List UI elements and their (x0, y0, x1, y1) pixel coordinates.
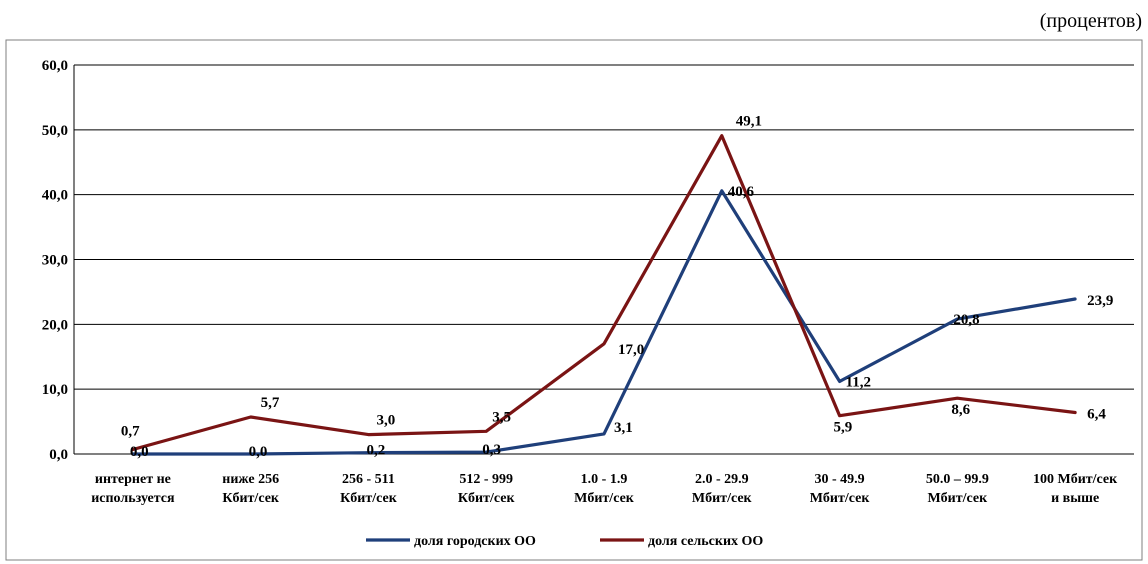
data-label: 23,9 (1087, 293, 1113, 309)
data-label: 11,2 (846, 374, 871, 390)
y-tick-label: 40,0 (42, 188, 68, 204)
gridlines (73, 64, 1134, 455)
data-label: 6,4 (1087, 407, 1106, 423)
x-category-label: используется (91, 491, 175, 506)
x-category-label: 2.0 - 29.9 (695, 472, 749, 487)
x-category-label: 100 Мбит/сек (1033, 472, 1118, 487)
x-axis-categories: интернет не используется ниже 256 Кбит/сек 2… (91, 472, 1118, 506)
data-label: 3,0 (376, 413, 395, 429)
x-category-label: интернет не (95, 472, 171, 487)
data-label: 20,8 (953, 312, 979, 328)
y-tick-label: 10,0 (42, 382, 68, 398)
x-category-label: Кбит/сек (222, 491, 280, 506)
data-label: 40,6 (728, 184, 755, 200)
x-category-label: Мбит/сек (927, 491, 988, 506)
x-category-label: ниже 256 (222, 472, 279, 487)
y-tick-label: 0,0 (49, 447, 68, 463)
data-label: 3,1 (614, 420, 633, 436)
data-label: 49,1 (736, 114, 762, 130)
x-category-label: Мбит/сек (692, 491, 753, 506)
data-label: 3,5 (492, 409, 511, 425)
unit-label: (процентов) (1039, 10, 1142, 32)
x-category-label: Кбит/сек (340, 491, 398, 506)
y-tick-label: 20,0 (42, 317, 68, 333)
x-category-label: Мбит/сек (574, 491, 635, 506)
x-category-label: 1.0 - 1.9 (581, 472, 628, 487)
x-category-label: 256 - 511 (342, 472, 395, 487)
data-label: 0,0 (249, 444, 268, 460)
legend-label: доля сельских ОО (648, 534, 763, 549)
y-axis-ticks: 0,0 10,0 20,0 30,0 40,0 50,0 60,0 (42, 58, 68, 463)
x-category-label: Кбит/сек (458, 491, 516, 506)
series-lines (131, 134, 1077, 456)
chart-frame (5, 39, 1143, 561)
y-tick-label: 60,0 (42, 58, 68, 74)
legend-label: доля городских ОО (414, 534, 536, 549)
data-label: 0,2 (366, 443, 385, 459)
data-label: 17,0 (618, 342, 644, 358)
data-label: 5,7 (261, 395, 280, 411)
series-line-rural (131, 134, 1077, 452)
y-tick-label: 50,0 (42, 123, 68, 139)
data-label: 0,7 (121, 423, 140, 439)
data-label: 8,6 (951, 402, 970, 418)
data-label: 5,9 (834, 420, 853, 436)
x-category-label: 30 - 49.9 (814, 472, 864, 487)
y-tick-label: 30,0 (42, 253, 68, 269)
x-category-label: и выше (1051, 491, 1099, 506)
x-category-label: 50.0 – 99.9 (926, 472, 989, 487)
x-category-label: 512 - 999 (459, 472, 513, 487)
data-labels: 0,0 0,0 0,2 0,3 3,1 40,6 11,2 20,8 23,9 0,7 5,7 3,0… (121, 114, 1113, 460)
x-category-label: Мбит/сек (810, 491, 871, 506)
data-label: 0,3 (482, 442, 501, 458)
series-line-urban (131, 189, 1077, 456)
data-label: 0,0 (130, 444, 149, 460)
legend: доля городских ОО доля сельских ОО (366, 534, 763, 549)
